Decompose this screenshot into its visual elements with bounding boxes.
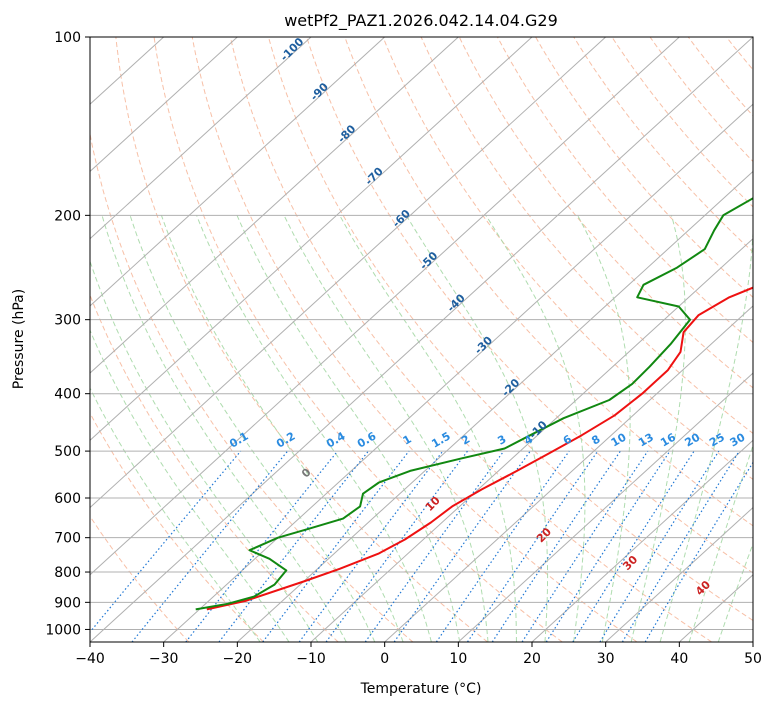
dry-adiabat [306, 37, 753, 574]
y-tick-label: 800 [54, 565, 81, 581]
isotherm-line [163, 103, 753, 642]
isotherm-line [90, 37, 753, 642]
isotherm-line [384, 305, 753, 642]
isotherm-line [457, 372, 753, 642]
mixing-ratio-line [325, 450, 468, 642]
mixing-ratio-line [435, 450, 570, 642]
x-tick-label: −10 [296, 651, 326, 667]
plot-frame [89, 36, 754, 643]
profile-lines [195, 197, 753, 611]
y-tick-label: 200 [54, 208, 81, 224]
x-tick-label: 0 [380, 651, 389, 667]
x-tick-label: 50 [744, 651, 762, 667]
dry-adiabat [153, 37, 563, 642]
mixing-ratio-line [466, 450, 599, 642]
x-tick-label: −30 [149, 651, 179, 667]
y-axis-label: Pressure (hPa) [11, 289, 27, 389]
mixing-ratio-line [90, 450, 242, 633]
moist-adiabat [659, 221, 753, 642]
dry-adiabat [344, 37, 753, 527]
x-tick-label: 10 [449, 651, 467, 667]
moist-adiabat [405, 215, 549, 642]
isotherm-line [90, 37, 680, 576]
isotherm-line [605, 506, 753, 642]
mixing-ratio-line [621, 450, 740, 642]
isotherm-line [752, 641, 753, 642]
chart-title: wetPf2_PAZ1.2026.042.14.04.G29 [284, 11, 558, 31]
mixing-ratio-line [185, 450, 339, 642]
y-tick-label: 600 [54, 491, 81, 507]
dry-adiabat [535, 37, 753, 298]
mixing-ratio-line [262, 450, 410, 642]
dry-adiabat [382, 37, 753, 481]
y-tick-label: 100 [54, 30, 81, 46]
x-tick-label: 30 [597, 651, 615, 667]
dry-adiabat [649, 37, 753, 163]
mixing-ratio-line [131, 450, 289, 642]
x-tick-label: −40 [75, 651, 105, 667]
moist-adiabat [196, 215, 432, 642]
y-tick-label: 1000 [45, 622, 81, 638]
isotherm-line [310, 237, 753, 642]
moist-adiabat [688, 444, 753, 642]
dry-adiabat [268, 37, 753, 622]
isotherm-line [90, 37, 386, 307]
dry-adiabat [90, 412, 264, 642]
x-tick-label: 40 [670, 651, 688, 667]
y-tick-label: 500 [54, 444, 81, 460]
isotherm-line [531, 439, 753, 642]
mixing-ratio-line [393, 450, 531, 642]
dry-adiabat [90, 515, 190, 642]
mixing-ratio-line [298, 450, 444, 642]
moist-adiabat [160, 215, 404, 642]
temperature-line [206, 286, 753, 611]
dry-adiabat [191, 37, 638, 642]
x-axis: −40 −30 −20 −10 0 10 20 30 40 50 [75, 642, 762, 667]
x-axis-label: Temperature (°C) [360, 681, 482, 697]
dry-adiabat [90, 293, 339, 642]
y-tick-label: 300 [54, 313, 81, 329]
y-tick-label: 700 [54, 531, 81, 547]
dry-adiabat [496, 37, 753, 344]
isotherm-line [236, 170, 753, 642]
mixing-ratio-line [521, 450, 649, 642]
y-tick-label: 900 [54, 595, 81, 611]
y-axis: 100 200 300 400 500 600 700 800 900 1000 [45, 30, 90, 638]
y-tick-label: 400 [54, 387, 81, 403]
moist-adiabat [485, 215, 586, 642]
mixing-ratio-line [572, 450, 695, 642]
dry-adiabat [573, 37, 753, 253]
mixing-ratio-line [364, 450, 505, 642]
isotherm-line [90, 37, 238, 173]
moist-adiabat [101, 215, 347, 642]
moist-adiabat [577, 215, 631, 642]
dry-adiabat [90, 131, 414, 642]
isotherm-line [90, 37, 533, 442]
dewpoint-line [195, 197, 753, 611]
moist-adiabat [339, 215, 517, 642]
dry-adiabat [765, 37, 775, 642]
isotherm-line [90, 37, 459, 374]
isotherm-line [90, 37, 312, 240]
mixing-ratio-line [545, 450, 671, 642]
mixing-ratio-line [491, 450, 621, 642]
moist-adiabat [90, 259, 319, 642]
isotherm-line [90, 37, 607, 509]
moist-adiabat [630, 215, 686, 642]
x-tick-label: −20 [223, 651, 253, 667]
background-lines [90, 37, 775, 642]
dry-adiabat [229, 37, 712, 642]
x-tick-label: 20 [523, 651, 541, 667]
moist-adiabat [129, 215, 376, 642]
